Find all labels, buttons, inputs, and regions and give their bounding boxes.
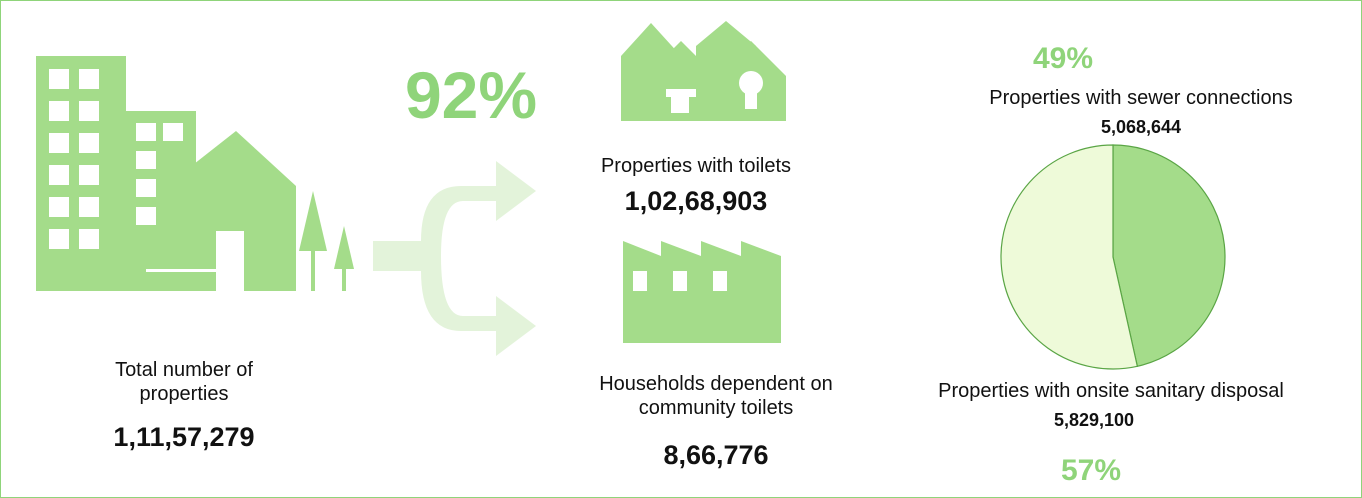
sewer-label: Properties with sewer connections [941,86,1341,110]
houses-icon [621,21,786,121]
buildings-icon [36,56,354,291]
sewer-percent: 49% [1013,41,1113,77]
total-label: Total number of properties [74,358,294,406]
community-toilets-icon [623,241,781,343]
community-label: Households dependent on community toilet… [556,372,876,420]
infographic: Total number of properties 1,11,57,279 9… [0,0,1362,498]
community-value: 8,66,776 [566,439,866,471]
onsite-percent: 57% [1041,453,1141,489]
toilets-value: 1,02,68,903 [546,185,846,217]
branch-arrow [373,161,536,356]
total-value: 1,11,57,279 [34,421,334,453]
pie-chart [1001,145,1225,369]
onsite-label: Properties with onsite sanitary disposal [881,379,1341,403]
toilets-label: Properties with toilets [546,154,846,178]
sewer-value: 5,068,644 [1041,117,1241,139]
toilets-percent: 92% [371,56,571,135]
onsite-value: 5,829,100 [994,410,1194,432]
